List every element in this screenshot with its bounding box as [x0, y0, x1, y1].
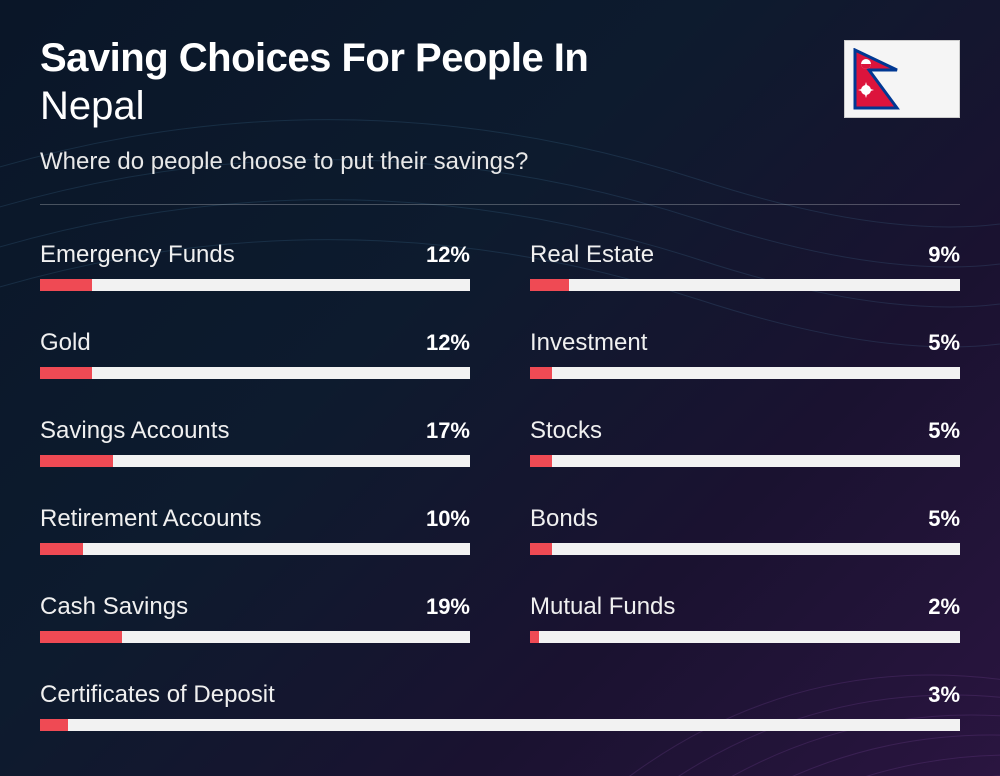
chart-item: Retirement Accounts 10% — [40, 505, 470, 555]
bar-track — [40, 279, 470, 291]
chart-item: Savings Accounts 17% — [40, 417, 470, 467]
item-value: 3% — [928, 682, 960, 708]
item-value: 5% — [928, 418, 960, 444]
item-label: Real Estate — [530, 241, 654, 269]
chart-item: Certificates of Deposit 3% — [40, 681, 960, 731]
item-label: Emergency Funds — [40, 241, 235, 269]
chart-item: Stocks 5% — [530, 417, 960, 467]
bar-fill — [40, 631, 122, 643]
item-label: Mutual Funds — [530, 593, 675, 621]
header: Saving Choices For People In Nepal Where… — [40, 36, 960, 176]
title-line2: Nepal — [40, 82, 844, 130]
chart-item: Investment 5% — [530, 329, 960, 379]
bar-track — [40, 367, 470, 379]
item-value: 17% — [426, 418, 470, 444]
bar-track — [530, 631, 960, 643]
bar-track — [530, 279, 960, 291]
bar-track — [40, 543, 470, 555]
item-label: Investment — [530, 329, 647, 357]
chart-item: Real Estate 9% — [530, 241, 960, 291]
bar-fill — [40, 367, 92, 379]
subtitle: Where do people choose to put their savi… — [40, 148, 844, 176]
bar-fill — [40, 455, 113, 467]
bar-track — [40, 455, 470, 467]
item-value: 10% — [426, 506, 470, 532]
chart-item: Cash Savings 19% — [40, 593, 470, 643]
nepal-flag-icon — [844, 40, 960, 118]
title-line1: Saving Choices For People In — [40, 36, 844, 80]
bar-fill — [530, 279, 569, 291]
item-value: 12% — [426, 330, 470, 356]
bar-track — [530, 543, 960, 555]
bar-track — [530, 367, 960, 379]
bar-track — [40, 631, 470, 643]
item-value: 5% — [928, 330, 960, 356]
bar-fill — [40, 279, 92, 291]
item-value: 5% — [928, 506, 960, 532]
item-label: Stocks — [530, 417, 602, 445]
bar-fill — [530, 543, 552, 555]
bar-fill — [40, 719, 68, 731]
item-label: Gold — [40, 329, 91, 357]
item-label: Cash Savings — [40, 593, 188, 621]
bar-fill — [530, 455, 552, 467]
item-value: 2% — [928, 594, 960, 620]
bar-fill — [530, 631, 539, 643]
bar-fill — [530, 367, 552, 379]
chart-item: Bonds 5% — [530, 505, 960, 555]
bar-track — [40, 719, 960, 731]
chart-item: Emergency Funds 12% — [40, 241, 470, 291]
item-label: Savings Accounts — [40, 417, 229, 445]
item-label: Retirement Accounts — [40, 505, 261, 533]
chart-item: Gold 12% — [40, 329, 470, 379]
chart-grid: Emergency Funds 12% Real Estate 9% Gold 12% In… — [40, 241, 960, 731]
bar-track — [530, 455, 960, 467]
item-value: 19% — [426, 594, 470, 620]
item-label: Certificates of Deposit — [40, 681, 275, 709]
item-value: 9% — [928, 242, 960, 268]
chart-item: Mutual Funds 2% — [530, 593, 960, 643]
item-label: Bonds — [530, 505, 598, 533]
divider — [40, 204, 960, 205]
item-value: 12% — [426, 242, 470, 268]
bar-fill — [40, 543, 83, 555]
